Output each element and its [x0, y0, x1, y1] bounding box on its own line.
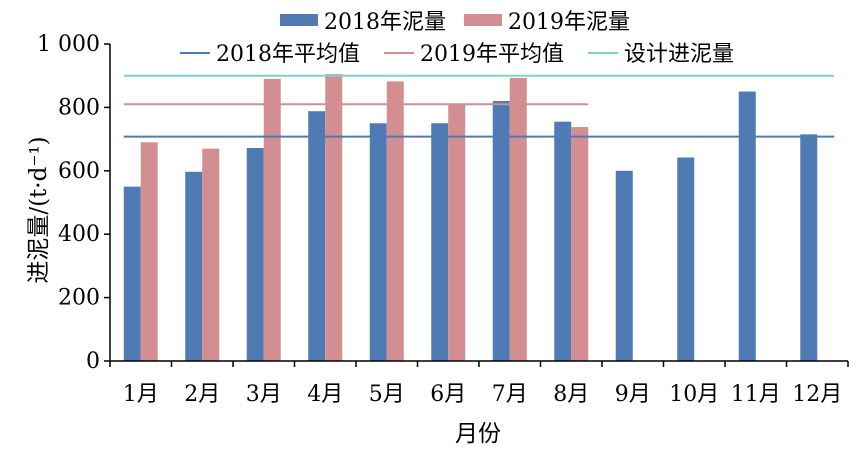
legend-swatch: [280, 14, 318, 26]
bar-2-7月: [509, 77, 527, 361]
x-tick-label: 12月: [792, 382, 842, 407]
bar-1-6月: [431, 123, 449, 361]
y-tick-label: 0: [86, 349, 100, 374]
legend-label: 2018年泥量: [324, 10, 446, 35]
bar-2-5月: [386, 81, 404, 361]
y-axis-title: 进泥量/(t·d⁻¹): [26, 136, 52, 283]
legend-label: 2019年泥量: [508, 10, 630, 35]
x-tick-label: 7月: [492, 382, 528, 407]
y-tick-label: 400: [58, 222, 100, 247]
x-tick-label: 11月: [731, 382, 781, 407]
x-tick-label: 10月: [669, 382, 719, 407]
bar-1-1月: [123, 186, 141, 361]
bar-2-6月: [448, 104, 466, 361]
y-tick-label: 200: [58, 286, 100, 311]
legend-label: 2018年平均值: [216, 42, 360, 67]
bar-1-8月: [554, 121, 572, 361]
legend-label: 设计进泥量: [624, 42, 734, 67]
bar-1-4月: [308, 111, 326, 361]
bar-1-11月: [738, 91, 756, 362]
y-tick-label: 800: [58, 95, 100, 120]
bar-1-2月: [185, 171, 203, 361]
x-tick-label: 4月: [307, 382, 343, 407]
reference-lines: [123, 74, 835, 138]
x-tick-label: 1月: [123, 382, 159, 407]
bar-1-3月: [246, 147, 264, 361]
bars: [123, 74, 818, 362]
y-tick-label: 1 000: [37, 32, 100, 57]
bar-2-2月: [202, 148, 220, 361]
x-tick-label: 2月: [184, 382, 220, 407]
bar-1-9月: [615, 170, 633, 361]
bar-1-12月: [800, 134, 818, 361]
x-tick-label: 3月: [246, 382, 282, 407]
x-axis-title: 月份: [455, 421, 501, 447]
x-tick-label: 6月: [430, 382, 466, 407]
bar-1-7月: [492, 101, 510, 361]
y-tick-label: 600: [58, 159, 100, 184]
bar-1-10月: [677, 157, 695, 361]
x-tick-label: 8月: [553, 382, 589, 407]
legend: 2018年泥量 2019年泥量 2018年平均值 2019年平均值 设计进泥量: [180, 10, 734, 67]
legend-swatch: [464, 14, 502, 26]
x-tick-label: 5月: [369, 382, 405, 407]
axes: 0 200 400 600 800 1 000 1月 2月 3月 4月 5月 6月 7月 8月 9月 10月 1…: [37, 32, 849, 407]
bar-2-1月: [140, 142, 158, 361]
x-tick-label: 9月: [615, 382, 651, 407]
bar-2-4月: [325, 74, 343, 362]
bar-2-8月: [571, 127, 589, 361]
legend-label: 2019年平均值: [420, 42, 564, 67]
bar-2-3月: [263, 78, 281, 362]
bar-1-5月: [369, 123, 387, 361]
